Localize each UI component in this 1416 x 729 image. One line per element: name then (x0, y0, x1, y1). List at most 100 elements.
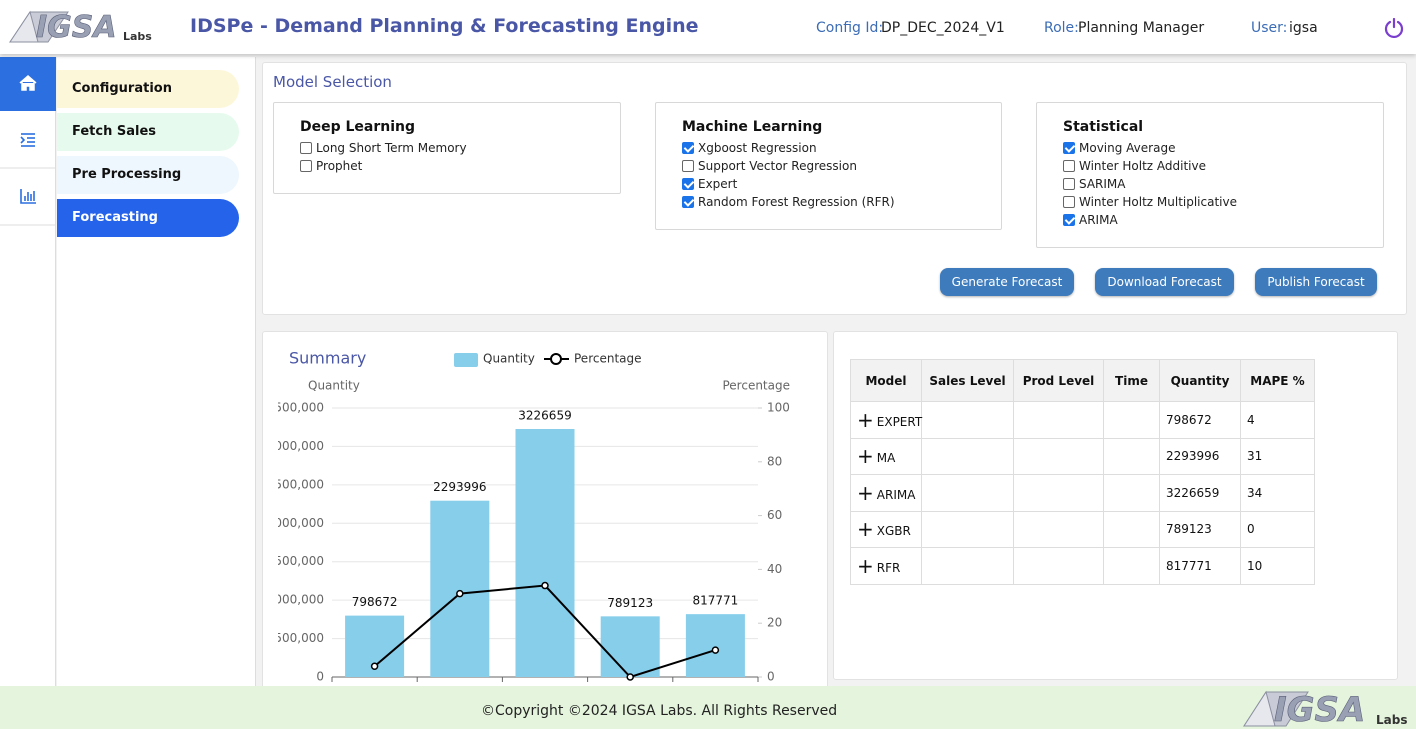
empty-cell (921, 547, 1014, 585)
model-option[interactable]: Winter Holtz Additive (1063, 159, 1206, 173)
app-title: IDSPe - Demand Planning & Forecasting En… (190, 15, 699, 37)
checkbox[interactable] (1063, 214, 1075, 226)
nav-item[interactable]: Pre Processing (57, 156, 239, 194)
list-icon[interactable] (20, 133, 35, 147)
column-header: Prod Level (1013, 359, 1104, 402)
model-option[interactable]: Long Short Term Memory (300, 141, 467, 155)
y2-axis-title: Percentage (722, 379, 790, 393)
empty-cell (921, 510, 1014, 548)
logo-name: IGSA (1274, 690, 1365, 729)
model-option[interactable]: Xgboost Regression (682, 141, 817, 155)
checkbox[interactable] (300, 160, 312, 172)
column-header: Time (1103, 359, 1160, 402)
model-option[interactable]: Random Forest Regression (RFR) (682, 195, 895, 209)
footer: ©Copyright ©2024 IGSA Labs. All Rights R… (0, 686, 1416, 729)
empty-cell (921, 474, 1014, 512)
option-label: Random Forest Regression (RFR) (698, 195, 895, 209)
results-table: Model Sales Level Prod Level Time Quantity MA… (850, 359, 1315, 585)
table-row: + EXPERT 798672 4 (850, 401, 1315, 439)
action-button[interactable]: Generate Forecast (940, 268, 1074, 296)
header: IGSA Labs IDSPe - Demand Planning & Fore… (0, 0, 1416, 54)
checkbox[interactable] (682, 178, 694, 190)
model-name: ARIMA (876, 487, 916, 502)
home-icon (19, 75, 37, 91)
quantity-cell: 817771 (1159, 547, 1241, 585)
model-option[interactable]: Moving Average (1063, 141, 1175, 155)
y2-tick-label: 0 (767, 670, 775, 684)
empty-cell (1013, 401, 1104, 439)
option-label: Winter Holtz Multiplicative (1079, 195, 1237, 209)
line-point (370, 662, 379, 670)
expand-icon[interactable]: + (857, 517, 874, 542)
model-option[interactable]: Support Vector Regression (682, 159, 857, 173)
expand-icon[interactable]: + (857, 407, 874, 432)
legend-label: Percentage (574, 352, 642, 366)
column-header: MAPE % (1240, 359, 1315, 402)
checkbox[interactable] (682, 142, 694, 154)
logo-name: IGSA (36, 10, 117, 45)
nav-item[interactable]: Configuration (57, 70, 239, 108)
model-option[interactable]: Expert (682, 177, 737, 191)
header-row: Model Sales Level Prod Level Time Quantity MA… (850, 359, 1315, 402)
bar (685, 614, 745, 677)
option-label: Expert (698, 177, 738, 191)
quantity-cell: 798672 (1159, 401, 1241, 439)
logo-suffix: Labs (1376, 713, 1407, 727)
role-label: Role: (1044, 20, 1079, 36)
expand-icon[interactable]: + (857, 444, 874, 469)
model-cell: + ARIMA (850, 474, 922, 512)
role-value: Planning Manager (1078, 20, 1205, 36)
empty-cell (1103, 437, 1160, 475)
nav-item[interactable]: Forecasting (57, 199, 239, 237)
checkbox[interactable] (1063, 196, 1075, 208)
icon-bar (0, 57, 56, 686)
empty-cell (1013, 437, 1104, 475)
checkbox[interactable] (682, 160, 694, 172)
model-name: EXPERT (876, 414, 923, 429)
checkbox[interactable] (1063, 178, 1075, 190)
nav: Configuration Fetch Sales Pre Processing Fo… (57, 57, 256, 686)
power-button[interactable] (1384, 18, 1404, 38)
table-row: + XGBR 789123 0 (850, 510, 1315, 548)
group-title: Deep Learning (300, 119, 416, 135)
checkbox[interactable] (1063, 160, 1075, 172)
y-tick-labels: 0 500,000 1,000,000 1,500,000 2,000,000 2,500… (263, 401, 324, 684)
chart: Summary Quantity Percentage Quantity Percent… (263, 349, 790, 691)
bar (515, 429, 575, 677)
model-name: XGBR (876, 524, 911, 539)
legend-marker (550, 353, 562, 365)
model-cell: + EXPERT (850, 401, 923, 439)
checkbox[interactable] (682, 196, 694, 208)
model-option[interactable]: Winter Holtz Multiplicative (1063, 195, 1237, 209)
expand-icon[interactable]: + (857, 480, 874, 505)
bar-value-label: 789123 (607, 596, 653, 610)
model-cell: + RFR (850, 547, 922, 585)
mape-cell: 10 (1240, 547, 1315, 585)
nav-item[interactable]: Fetch Sales (57, 113, 239, 151)
option-label: Moving Average (1079, 141, 1176, 155)
mape-cell: 34 (1240, 474, 1315, 512)
checkbox[interactable] (1063, 142, 1075, 154)
action-button[interactable]: Download Forecast (1095, 268, 1234, 296)
chart-icon[interactable] (20, 189, 36, 204)
action-button[interactable]: Publish Forecast (1255, 268, 1377, 296)
model-option[interactable]: ARIMA (1063, 213, 1118, 227)
chart-title: Summary (289, 349, 366, 368)
quantity-cell: 3226659 (1159, 474, 1241, 512)
y-tick-label: 3,000,000 (263, 439, 324, 453)
model-option[interactable]: Prophet (300, 159, 362, 173)
empty-cell (1103, 510, 1160, 548)
model-option[interactable]: SARIMA (1063, 177, 1126, 191)
column-header: Sales Level (921, 359, 1014, 402)
expand-icon[interactable]: + (857, 553, 874, 578)
chart-body: Summary Quantity Percentage Quantity Percent… (263, 349, 790, 691)
line-point (626, 673, 634, 681)
bar-value-label: 817771 (692, 594, 738, 608)
line-point (456, 589, 464, 598)
table-row: + ARIMA 3226659 34 (850, 474, 1315, 512)
model-name: MA (876, 451, 896, 466)
checkbox[interactable] (300, 142, 312, 154)
mape-cell: 4 (1240, 401, 1315, 439)
group-title: Machine Learning (682, 119, 823, 135)
empty-cell (1103, 401, 1160, 439)
